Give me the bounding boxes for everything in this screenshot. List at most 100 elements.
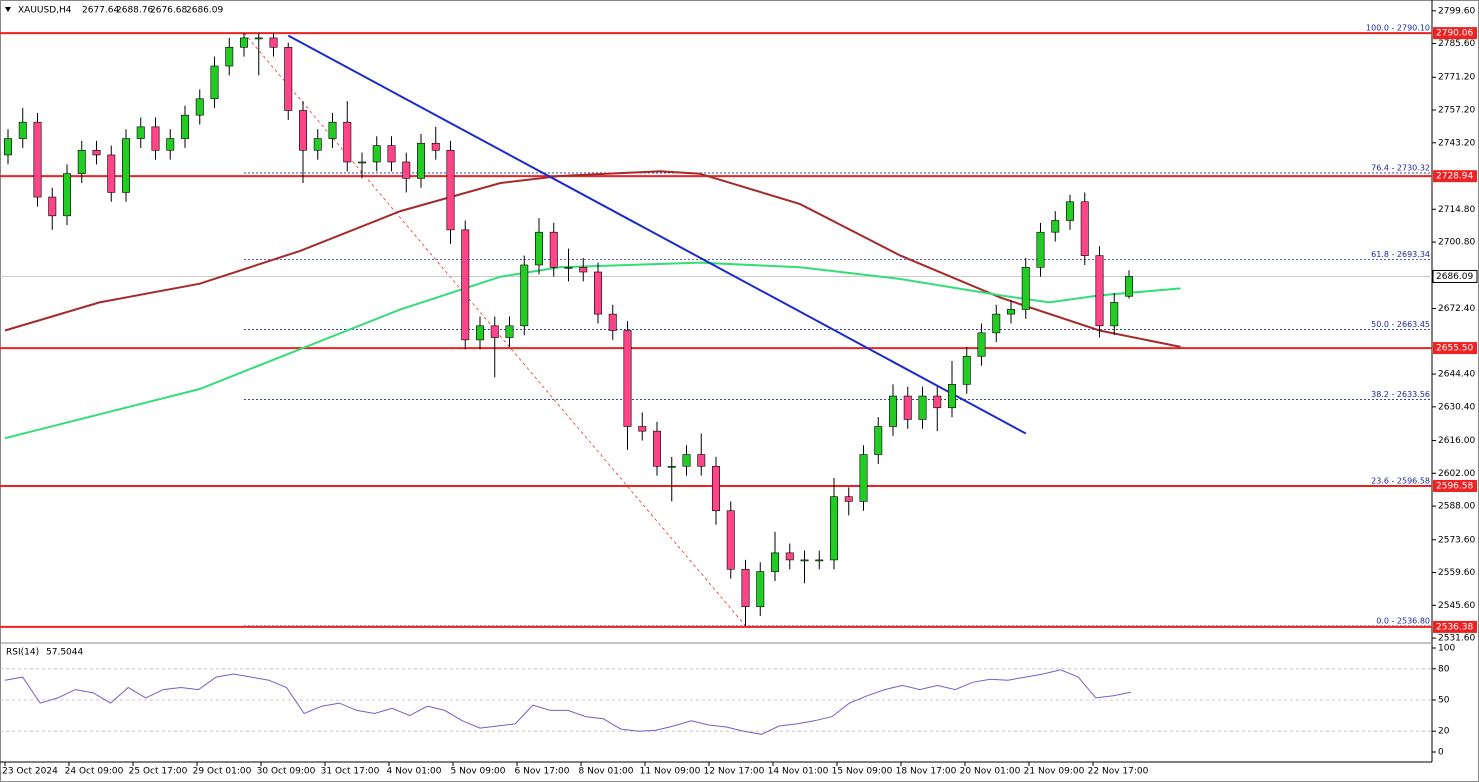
x-tick-label: 29 Oct 01:00	[193, 767, 252, 777]
ohlc-open: 2677.64	[82, 6, 119, 16]
candle-body	[594, 271, 602, 315]
x-tick-label: 5 Nov 09:00	[451, 767, 506, 777]
candle-body	[726, 510, 735, 570]
candle-body	[431, 142, 440, 151]
x-tick-label: 12 Nov 17:00	[704, 767, 765, 777]
candle-body	[122, 138, 130, 193]
candle-body	[254, 37, 263, 40]
x-tick-label: 4 Nov 01:00	[387, 767, 442, 777]
level-label: 2790.06	[1436, 29, 1473, 39]
y-tick-label: 2573.60	[1438, 535, 1475, 545]
moving-average	[4, 170, 1181, 348]
moving-average	[4, 261, 1181, 440]
y-tick-label: 2672.40	[1438, 304, 1475, 314]
candle-body	[608, 313, 617, 331]
y-tick-label: 2771.20	[1438, 73, 1475, 83]
candle-body	[240, 37, 248, 48]
x-tick-label: 22 Nov 17:00	[1088, 767, 1149, 777]
rsi-value: 57.5044	[46, 648, 83, 658]
candle-body	[225, 46, 234, 67]
candle-body	[549, 231, 558, 268]
level-label: 2536.38	[1436, 622, 1473, 632]
y-tick-label: 2545.60	[1438, 601, 1475, 611]
level-label: 2596.58	[1436, 481, 1473, 491]
candle-body	[505, 325, 514, 338]
x-tick-label: 30 Oct 09:00	[257, 767, 316, 777]
candle-body	[181, 114, 189, 139]
candle-body	[756, 571, 765, 608]
candle-body	[151, 126, 160, 151]
rsi-y-tick-label: 100	[1438, 644, 1455, 654]
candle-body	[63, 173, 71, 217]
candle-body	[1051, 220, 1060, 233]
y-tick-label: 2602.00	[1438, 469, 1475, 479]
menu-arrow	[5, 7, 11, 12]
candle-body	[918, 395, 927, 420]
x-tick-label: 20 Nov 01:00	[960, 767, 1021, 777]
rsi-panel	[0, 668, 1432, 735]
rsi-y-tick-label: 20	[1438, 727, 1450, 737]
x-tick-label: 14 Nov 01:00	[768, 767, 829, 777]
candle-body	[313, 138, 322, 151]
candle-body	[874, 426, 883, 455]
candle-body	[210, 65, 219, 100]
candle-body	[33, 121, 42, 198]
y-tick-label: 2616.00	[1438, 436, 1475, 446]
candle-body	[166, 138, 175, 151]
candle-body	[889, 395, 897, 427]
y-tick-label: 2700.80	[1438, 238, 1475, 248]
candle-body	[579, 267, 588, 273]
candle-body	[992, 313, 1001, 334]
y-tick-label: 2559.60	[1438, 568, 1475, 578]
candle-body	[667, 465, 676, 468]
candle-body	[417, 142, 425, 179]
candle-body	[1125, 276, 1133, 297]
candle-body	[48, 196, 57, 217]
y-tick-label: 2644.40	[1438, 370, 1475, 380]
candle-body	[446, 149, 455, 231]
candle-body	[535, 231, 543, 266]
fib-label: 61.8 - 2693.34	[1371, 250, 1430, 259]
y-tick-label: 2588.00	[1438, 502, 1475, 512]
symbol-title: XAUUSD,H4	[18, 6, 72, 16]
candle-body	[785, 552, 794, 561]
candle-body	[741, 568, 750, 608]
y-tick-label: 2743.20	[1438, 138, 1475, 148]
x-tick-label: 15 Nov 09:00	[832, 767, 893, 777]
x-tick-label: 8 Nov 01:00	[579, 767, 634, 777]
x-tick-label: 21 Nov 09:00	[1024, 767, 1085, 777]
candle-body	[1080, 201, 1089, 256]
candle-body	[1021, 267, 1030, 310]
fib-label: 50.0 - 2663.45	[1371, 320, 1430, 329]
candle-body	[948, 384, 956, 409]
x-tick-label: 24 Oct 09:00	[65, 767, 124, 777]
candle-body	[859, 454, 868, 502]
candle-body	[107, 154, 116, 193]
level-label: 2728.94	[1436, 172, 1473, 182]
candle-body	[830, 496, 838, 561]
candle-body	[800, 559, 809, 562]
x-tick-label: 18 Nov 17:00	[896, 767, 957, 777]
x-tick-label: 31 Oct 17:00	[321, 767, 380, 777]
candle-body	[476, 325, 484, 341]
rsi-title: RSI(14)	[6, 648, 39, 658]
current-price-label: 2686.09	[1436, 272, 1473, 282]
rsi-line	[4, 669, 1132, 735]
candle-body	[343, 121, 352, 163]
rsi-y-tick-label: 80	[1438, 664, 1450, 674]
candle-body	[962, 355, 971, 385]
level-label: 2655.50	[1436, 344, 1473, 354]
fib-label: 76.4 - 2730.32	[1371, 163, 1430, 172]
current-price-box	[1432, 269, 1478, 283]
candle-body	[195, 98, 204, 116]
y-tick-label: 2799.60	[1438, 6, 1475, 16]
candle-body	[977, 332, 986, 357]
fib-label: 0.0 - 2536.80	[1376, 616, 1430, 625]
y-tick-label: 2714.80	[1438, 205, 1475, 215]
candle-body	[372, 145, 381, 163]
candle-body	[815, 559, 824, 562]
candle-body	[461, 229, 470, 341]
candle-body	[92, 149, 101, 156]
fib-label: 38.2 - 2633.56	[1371, 390, 1430, 399]
